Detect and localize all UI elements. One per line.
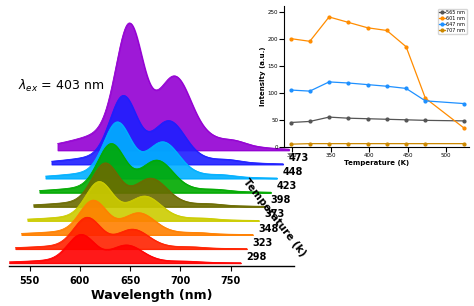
707 nm	[403, 142, 409, 145]
Line: 601 nm: 601 nm	[289, 16, 465, 129]
647 nm	[403, 87, 409, 90]
Y-axis label: Intensity (a.u.): Intensity (a.u.)	[260, 47, 266, 106]
647 nm	[365, 83, 371, 87]
Text: 448: 448	[282, 167, 302, 177]
707 nm	[384, 142, 390, 145]
Text: 373: 373	[264, 209, 284, 219]
647 nm	[307, 89, 313, 93]
565 nm	[346, 116, 351, 120]
X-axis label: Temperature (K): Temperature (K)	[344, 159, 410, 166]
647 nm	[326, 80, 332, 84]
647 nm	[288, 88, 293, 92]
601 nm	[422, 96, 428, 100]
601 nm	[326, 15, 332, 19]
707 nm	[288, 142, 293, 146]
707 nm	[326, 142, 332, 145]
565 nm	[422, 118, 428, 122]
Text: 523: 523	[294, 139, 315, 149]
Text: Temperature (k): Temperature (k)	[241, 177, 308, 259]
Text: 473: 473	[288, 153, 309, 163]
601 nm	[403, 45, 409, 49]
565 nm	[307, 120, 313, 123]
601 nm	[346, 21, 351, 24]
707 nm	[307, 142, 313, 145]
Text: 423: 423	[276, 181, 296, 191]
565 nm	[384, 118, 390, 121]
601 nm	[288, 37, 293, 40]
601 nm	[307, 39, 313, 43]
707 nm	[422, 142, 428, 145]
565 nm	[365, 117, 371, 121]
Text: $\lambda_{ex}$ = 403 nm: $\lambda_{ex}$ = 403 nm	[18, 78, 104, 94]
707 nm	[346, 142, 351, 145]
Text: 323: 323	[252, 238, 273, 248]
Text: 398: 398	[270, 195, 291, 205]
647 nm	[461, 102, 467, 105]
Text: 298: 298	[246, 252, 266, 262]
601 nm	[461, 126, 467, 130]
Text: 348: 348	[258, 223, 279, 233]
565 nm	[461, 119, 467, 123]
565 nm	[326, 115, 332, 119]
601 nm	[384, 29, 390, 32]
647 nm	[384, 84, 390, 88]
565 nm	[288, 121, 293, 124]
707 nm	[365, 142, 371, 145]
565 nm	[403, 118, 409, 122]
Line: 647 nm: 647 nm	[289, 80, 465, 105]
707 nm	[461, 142, 467, 145]
601 nm	[365, 26, 371, 30]
Line: 707 nm: 707 nm	[289, 142, 465, 146]
X-axis label: Wavelength (nm): Wavelength (nm)	[91, 289, 212, 302]
647 nm	[346, 81, 351, 85]
647 nm	[422, 99, 428, 103]
Line: 565 nm: 565 nm	[289, 116, 465, 124]
Legend: 565 nm, 601 nm, 647 nm, 707 nm: 565 nm, 601 nm, 647 nm, 707 nm	[438, 9, 467, 34]
